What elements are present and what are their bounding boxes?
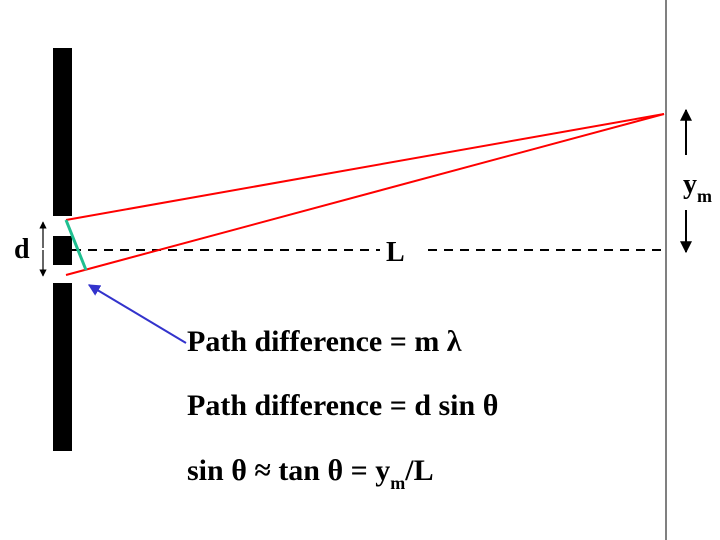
label-ym: ym [683,169,712,206]
label-d: d [14,234,30,265]
barrier-top [53,48,72,216]
label-L: L [386,237,405,268]
path-difference-segment [64,219,88,271]
ray-lower [65,113,665,276]
label-ym-sub: m [697,186,712,206]
barrier-bottom [53,283,72,451]
equation-small-angle-suffix: /L [404,454,433,487]
equation-small-angle-sub: m [390,473,405,493]
pointer-arrow [87,284,187,344]
barrier-middle [53,236,72,265]
equation-path-difference-d-sin-theta: Path difference = d sin θ [187,389,498,422]
ray-upper [65,113,665,221]
equation-path-difference-m-lambda: Path difference = m λ [187,325,462,358]
equation-small-angle-prefix: sin θ ≈ tan θ = y [187,454,390,487]
equation-small-angle: sin θ ≈ tan θ = ym/L [187,454,434,493]
label-ym-main: y [683,169,697,200]
